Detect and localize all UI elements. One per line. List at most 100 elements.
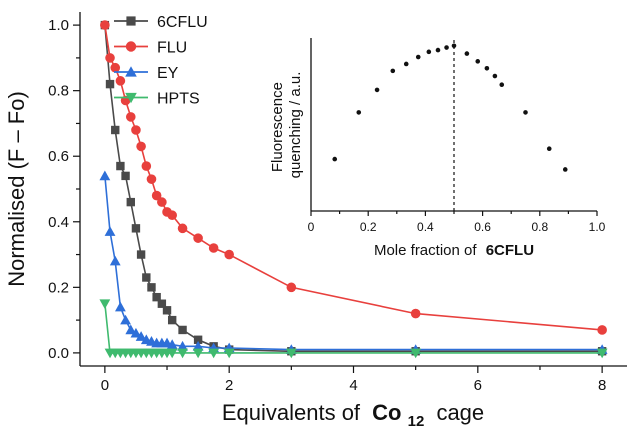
legend-label-6cflu: 6CFLU	[157, 14, 208, 31]
data-point-flu	[131, 125, 141, 135]
data-point-flu	[110, 62, 121, 73]
legend-label-hpts: HPTS	[157, 91, 200, 108]
data-point-ey	[115, 301, 126, 312]
main-x-axis-title-bold: Co	[372, 400, 401, 425]
main-x-axis-title-text: Equivalents of	[222, 400, 361, 425]
inset-x-axis-title: Mole fraction of 6CFLU	[374, 242, 534, 259]
main-ticks: 0 2 4 6 8 0.0 0.2 0.4 0.6 0.8 1.0	[48, 17, 606, 394]
data-point-flu	[286, 282, 297, 293]
data-point-6cflu	[111, 125, 120, 135]
inset-points-group	[332, 40, 568, 211]
data-point-6cflu	[121, 171, 130, 181]
data-point-hpts	[177, 348, 188, 359]
legend: 6CFLU FLU EY HPTS	[114, 14, 208, 108]
main-x-tick-label: 4	[349, 377, 357, 394]
main-x-axis-title-subscript: 12	[408, 413, 425, 430]
legend-marker-hpts	[125, 92, 137, 104]
data-point-6cflu	[131, 224, 141, 233]
main-x-tick-label: 8	[598, 377, 606, 394]
inset-data-point	[426, 49, 432, 55]
data-point-hpts	[596, 348, 608, 359]
data-point-flu	[125, 112, 136, 122]
data-point-hpts	[410, 348, 422, 359]
legend-item-flu: FLU	[114, 40, 187, 57]
data-point-ey	[135, 331, 147, 341]
inset-data-point	[499, 82, 505, 88]
legend-label-flu: FLU	[157, 40, 187, 57]
data-point-flu	[136, 141, 146, 152]
inset-ticks: 0 0.2 0.4 0.6 0.8 1.0	[308, 211, 606, 234]
main-y-tick-label: 0.6	[48, 148, 69, 165]
data-point-ey	[130, 327, 142, 338]
data-point-flu	[193, 233, 203, 243]
inset-data-point	[451, 43, 457, 49]
legend-item-hpts: HPTS	[114, 91, 200, 108]
data-point-hpts	[99, 299, 111, 310]
data-point-ey	[125, 324, 137, 335]
inset-y-axis-title-line2: quenching / a.u.	[287, 72, 304, 179]
data-point-6cflu	[147, 283, 156, 292]
inset-plot-area: 0 0.2 0.4 0.6 0.8 1.0	[308, 38, 606, 234]
data-point-hpts	[166, 348, 178, 359]
inset-data-point	[475, 59, 481, 64]
inset-x-axis-title-bold: 6CFLU	[486, 242, 534, 259]
data-point-6cflu	[157, 299, 167, 308]
inset-data-point	[390, 68, 396, 74]
series-flu	[100, 20, 607, 335]
main-y-tick-label: 0.2	[48, 279, 69, 296]
inset-x-tick-label: 0.6	[474, 220, 491, 234]
main-x-axis-title-suffix: cage	[436, 400, 484, 425]
data-point-flu	[224, 249, 234, 260]
inset-data-point	[444, 45, 449, 50]
data-point-hpts	[223, 348, 235, 359]
main-series-group	[99, 20, 608, 359]
legend-label-ey: EY	[157, 65, 179, 82]
main-y-tick-label: 1.0	[48, 17, 69, 34]
data-point-6cflu	[178, 325, 187, 335]
data-point-flu	[105, 53, 115, 63]
data-point-6cflu	[152, 292, 161, 302]
inset-data-point	[332, 156, 338, 162]
series-hpts	[99, 299, 608, 359]
inset-data-point	[562, 167, 568, 172]
main-y-tick-label: 0.0	[48, 345, 69, 362]
data-point-hpts	[208, 348, 220, 359]
data-point-flu	[100, 20, 110, 30]
legend-marker-6cflu	[126, 16, 136, 26]
inset-x-axis-title-text: Mole fraction of	[374, 242, 477, 259]
data-point-flu	[177, 223, 188, 234]
inset-data-point	[374, 87, 380, 93]
data-point-flu	[141, 161, 152, 171]
data-point-6cflu	[193, 335, 203, 344]
data-point-6cflu	[136, 250, 146, 259]
data-point-6cflu	[116, 161, 125, 171]
data-point-6cflu	[142, 273, 151, 282]
data-point-ey	[109, 255, 121, 266]
inset-data-point	[492, 73, 498, 79]
data-point-ey	[99, 170, 111, 181]
main-x-axis-title: Equivalents of Co 12 cage	[222, 400, 484, 431]
inset-x-tick-label: 0.2	[360, 220, 377, 234]
main-x-tick-label: 2	[225, 377, 233, 394]
data-point-hpts	[192, 348, 204, 359]
main-y-tick-label: 0.4	[48, 214, 69, 231]
legend-marker-flu	[125, 41, 137, 52]
data-point-flu	[410, 308, 421, 319]
data-point-ey	[177, 340, 188, 351]
inset-data-point	[356, 110, 362, 115]
legend-item-ey: EY	[114, 65, 179, 82]
data-point-6cflu	[162, 306, 172, 315]
data-point-flu	[157, 197, 167, 207]
inset-data-point	[546, 146, 552, 152]
main-x-tick-label: 0	[101, 377, 109, 394]
data-point-6cflu	[126, 197, 135, 207]
data-point-flu	[167, 210, 177, 221]
data-point-ey	[192, 340, 204, 351]
data-point-flu	[151, 190, 162, 201]
inset-data-point	[484, 65, 490, 71]
data-point-6cflu	[105, 79, 115, 89]
data-point-ey	[120, 314, 131, 325]
inset-y-axis-title: Fluorescence quenching / a.u.	[269, 72, 304, 179]
inset-data-point	[464, 51, 470, 56]
